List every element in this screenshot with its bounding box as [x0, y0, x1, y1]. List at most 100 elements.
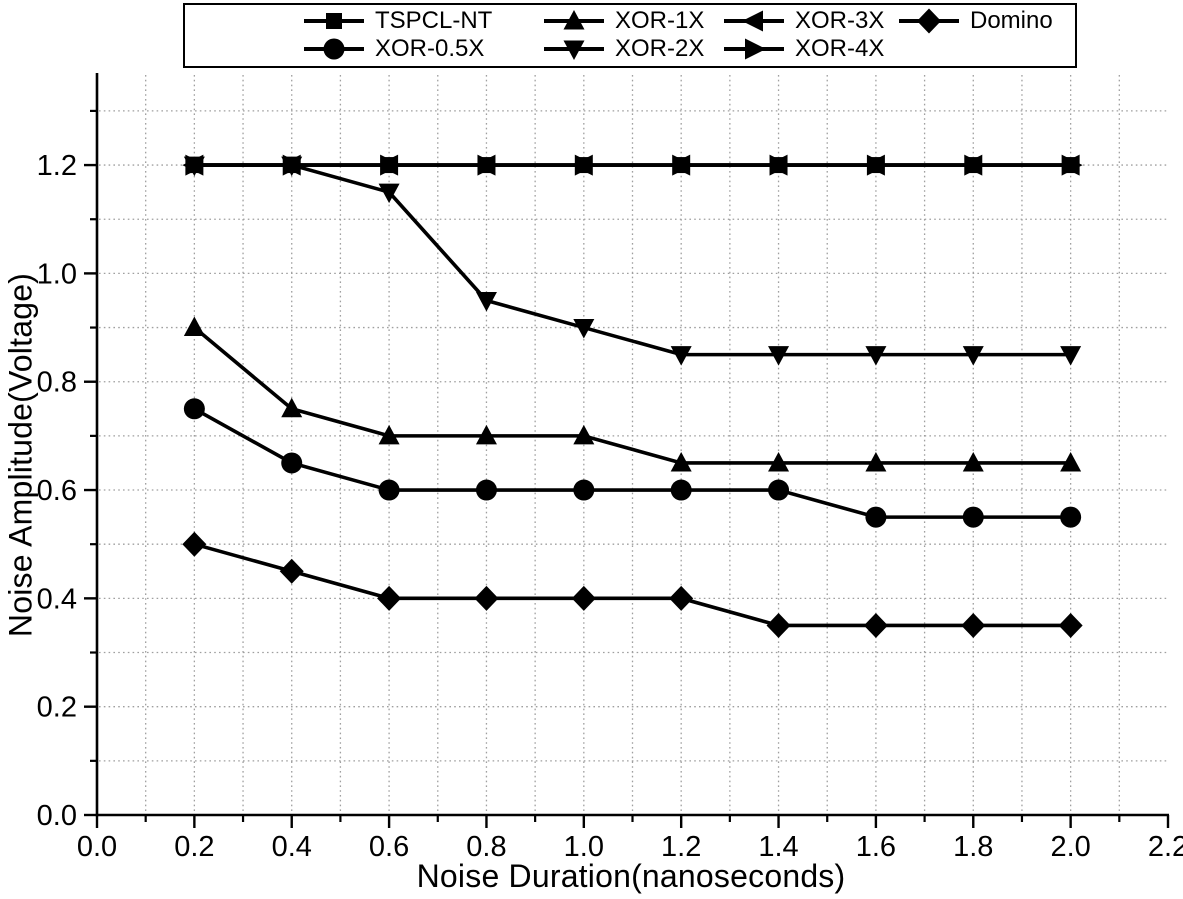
marker-circle — [865, 506, 887, 528]
x-tick-label: 1.6 — [856, 831, 896, 863]
marker-circle — [378, 479, 400, 501]
marker-triangle-down — [865, 346, 887, 366]
marker-triangle-down — [962, 346, 984, 366]
series-XOR-1X — [183, 316, 1082, 472]
x-tick-label: 0.8 — [466, 831, 506, 863]
marker-triangle-down — [573, 319, 595, 339]
legend-label: XOR-4X — [795, 35, 885, 62]
marker-triangle-down — [475, 291, 497, 312]
y-tick-label: 0.6 — [37, 475, 77, 507]
series-line — [193, 542, 1071, 628]
legend-marker-triangle-right-icon — [724, 38, 784, 60]
marker-diamond — [863, 612, 888, 638]
legend-entry-Domino: Domino — [898, 7, 1053, 35]
marker-circle — [281, 452, 303, 474]
legend-entry-XOR-0.5X: XOR-0.5X — [303, 35, 492, 63]
legend-label: XOR-1X — [615, 7, 705, 34]
marker-diamond — [961, 612, 986, 638]
marker-circle — [768, 479, 790, 501]
marker-diamond — [182, 531, 207, 557]
y-tick-label: 1.0 — [37, 258, 77, 290]
legend-marker-glyph — [323, 38, 345, 60]
marker-triangle-up — [768, 451, 790, 472]
legend-label: TSPCL-NT — [375, 7, 493, 34]
marker-circle — [670, 479, 692, 501]
marker-triangle-right — [185, 154, 207, 176]
marker-triangle-right — [477, 154, 499, 176]
y-tick-label: 0.0 — [37, 800, 77, 832]
legend-marker-triangle-up-icon — [544, 10, 604, 30]
legend-marker-glyph — [563, 40, 585, 60]
marker-triangle-up — [475, 424, 497, 445]
marker-triangle-down — [670, 346, 692, 366]
series-Domino — [182, 531, 1083, 638]
y-axis-title: Noise Amplitude(Voltage) — [2, 272, 39, 638]
marker-diamond — [1058, 612, 1083, 638]
legend-marker-triangle-left-icon — [724, 10, 784, 32]
legend-entry-XOR-2X: XOR-2X — [543, 35, 704, 63]
x-tick-label: 0.0 — [77, 831, 117, 863]
marker-triangle-down — [1060, 346, 1082, 366]
x-tick-label: 1.4 — [758, 831, 798, 863]
x-tick-label: 1.8 — [953, 831, 993, 863]
legend-entry-XOR-1X: XOR-1X — [543, 7, 704, 35]
legend-marker-triangle-down-icon — [544, 40, 604, 60]
series-XOR-4X — [185, 154, 1083, 176]
legend-marker-glyph — [917, 8, 941, 34]
legend-label: XOR-3X — [795, 7, 885, 34]
legend-marker-glyph — [745, 38, 766, 60]
legend-column: TSPCL-NT XOR-0.5X — [303, 7, 492, 63]
ticks: 0.0 0.2 0.4 0.6 0.8 1.0 1.2 1.4 1.6 1.8 2.0 2.2 0.0 0… — [37, 109, 1183, 863]
series-XOR-0.5X — [183, 398, 1082, 528]
marker-triangle-up — [865, 451, 887, 472]
legend-marker-circle-icon — [304, 38, 364, 60]
marker-circle — [183, 398, 205, 420]
marker-diamond — [571, 585, 596, 611]
marker-circle — [573, 479, 595, 501]
marker-triangle-down — [378, 183, 400, 204]
legend-column: XOR-3X XOR-4X — [723, 7, 884, 63]
x-tick-label: 0.6 — [369, 831, 409, 863]
legend-box: TSPCL-NT XOR-0.5X XOR-1X XOR-2X XOR-3X XOR-4X… — [183, 3, 1077, 68]
legend-marker-square-icon — [304, 13, 364, 29]
series-line — [193, 326, 1071, 465]
x-tick-label: 1.2 — [661, 831, 701, 863]
legend-entry-XOR-3X: XOR-3X — [723, 7, 884, 35]
x-tick-label: 2.0 — [1050, 831, 1090, 863]
legend-label: Domino — [970, 7, 1053, 34]
legend-marker-glyph — [742, 10, 763, 32]
marker-circle — [475, 479, 497, 501]
marker-triangle-up — [378, 424, 400, 445]
y-tick-label: 0.2 — [37, 692, 77, 724]
y-tick-label: 1.2 — [37, 150, 77, 182]
marker-triangle-right — [574, 154, 596, 176]
x-tick-label: 2.2 — [1148, 831, 1183, 863]
series-line — [194, 163, 1071, 357]
series-line — [193, 407, 1071, 519]
y-tick-label: 0.4 — [37, 583, 77, 615]
marker-triangle-up — [281, 397, 303, 418]
legend-entry-XOR-4X: XOR-4X — [723, 35, 884, 63]
marker-circle — [962, 506, 984, 528]
marker-diamond — [474, 585, 499, 611]
marker-triangle-down — [768, 346, 790, 366]
marker-triangle-up — [1060, 451, 1082, 472]
legend-marker-diamond-icon — [899, 8, 959, 34]
x-tick-label: 0.2 — [174, 831, 214, 863]
marker-triangle-up — [962, 451, 984, 472]
legend-marker-glyph — [326, 13, 342, 29]
marker-triangle-right — [380, 154, 402, 176]
x-tick-label: 0.4 — [272, 831, 312, 863]
legend-label: XOR-0.5X — [375, 35, 485, 62]
marker-triangle-up — [670, 451, 692, 472]
marker-triangle-right — [866, 154, 888, 176]
marker-triangle-right — [1061, 154, 1083, 176]
marker-triangle-right — [672, 154, 694, 176]
marker-diamond — [279, 558, 304, 584]
marker-triangle-right — [282, 154, 304, 176]
legend-entry-TSPCL-NT: TSPCL-NT — [303, 7, 492, 35]
legend-column: XOR-1X XOR-2X — [543, 7, 704, 63]
legend-marker-glyph — [563, 10, 585, 30]
